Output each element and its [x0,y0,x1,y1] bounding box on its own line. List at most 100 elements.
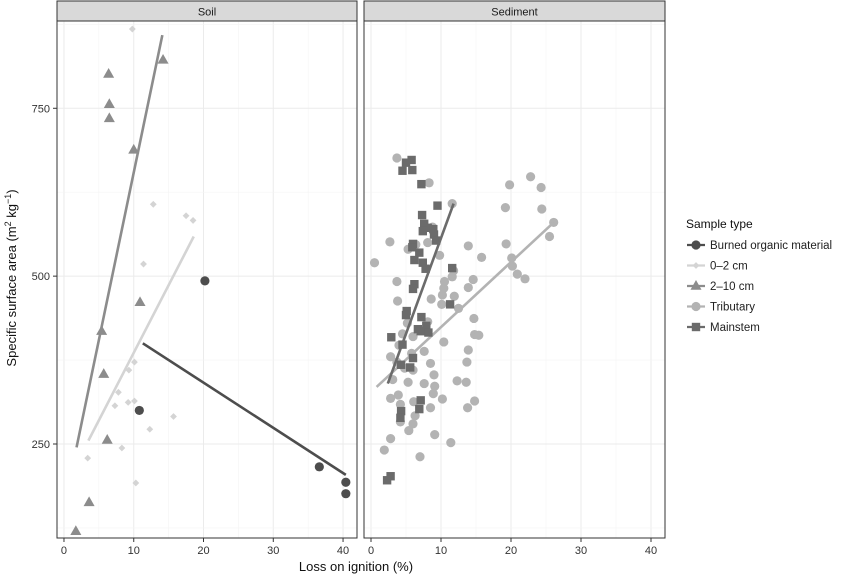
legend-item-burned: Burned organic material [687,240,832,252]
data-point-tributary [501,239,511,249]
data-point-tributary [512,269,522,279]
data-point-mainstem [396,360,406,369]
data-point-tributary [437,290,447,300]
data-point-tributary [453,303,464,313]
data-point-tributary [461,377,471,387]
data-point-cm210 [83,496,95,507]
data-point-tributary [447,199,457,209]
legend: Sample type Burned organic material 0–2 c… [686,217,832,334]
data-point-cm02 [131,358,138,366]
data-point-tributary [430,430,440,440]
data-point-mainstem [421,264,430,273]
data-point-mainstem [415,404,424,414]
data-point-cm02 [84,454,92,462]
data-point-tributary [470,396,480,406]
data-point-mainstem [408,165,417,175]
data-point-tributary [477,252,487,262]
data-point-mainstem [445,300,455,309]
data-point-tributary [393,390,403,400]
data-point-burned [341,489,351,499]
data-point-mainstem [415,248,424,257]
legend-key-cm210 [690,280,702,290]
data-point-cm02 [128,25,136,33]
data-point-cm02 [149,200,157,208]
x-tick-label: 30 [575,545,587,557]
panel-title-soil: Soil [198,7,216,19]
x-tick-label: 20 [197,545,209,557]
data-point-tributary [393,296,403,306]
data-point-tributary [392,276,402,287]
data-point-tributary [409,397,419,407]
data-point-tributary [415,452,425,462]
data-point-cm02 [131,397,138,405]
data-point-mainstem [448,263,457,273]
series-burned-soil [134,276,351,499]
data-point-tributary [408,419,418,429]
data-point-tributary [410,411,420,421]
legend-label-cm210: 2–10 cm [710,281,754,293]
data-point-tributary [463,403,473,413]
legend-key-mainstem [691,322,701,332]
data-point-tributary [386,352,396,362]
series-cm02-soil [84,25,197,487]
x-tick-label: 40 [645,545,657,557]
data-point-tributary [428,389,438,399]
data-point-tributary [474,330,484,340]
data-point-tributary [423,237,433,248]
data-point-cm02 [146,425,154,433]
data-point-mainstem [416,396,425,405]
legend-label-tributary: Tributary [710,302,755,314]
data-point-tributary [437,394,447,404]
data-point-mainstem [396,406,406,416]
x-tick-label: 30 [267,545,279,557]
data-point-mainstem [420,219,429,228]
legend-label-burned: Burned organic material [710,240,832,252]
data-point-cm210 [157,53,169,64]
data-point-tributary [395,399,405,409]
data-point-mainstem [408,353,418,363]
data-point-tributary [452,376,462,386]
data-point-tributary [435,250,445,260]
data-point-tributary [408,331,418,342]
data-point-cm02 [111,402,119,410]
data-point-tributary [505,180,515,190]
data-point-tributary [463,282,473,293]
data-point-tributary [447,272,457,282]
data-point-mainstem [410,255,419,265]
data-point-tributary [425,403,436,413]
data-point-mainstem [387,333,396,342]
data-point-tributary [446,438,456,448]
data-point-cm210 [98,368,110,378]
data-point-mainstem [417,312,426,322]
panels-layer: Soil Sediment [56,0,666,539]
data-point-mainstem [401,158,411,167]
panel-title-sediment: Sediment [491,7,537,19]
y-tick-label: 250 [32,439,50,451]
data-point-mainstem [418,226,427,236]
y-axis: 250 500 750 [32,103,57,451]
data-point-mainstem [416,327,425,336]
data-point-cm02 [125,366,133,374]
data-point-cm210 [128,143,140,154]
data-point-burned [341,477,351,487]
data-point-tributary [386,434,396,444]
fit-line-cm210 [75,34,164,448]
legend-label-mainstem: Mainstem [710,322,760,334]
data-point-burned [200,276,210,286]
legend-key-tributary [691,301,701,312]
data-point-mainstem [408,284,418,294]
data-point-mainstem [429,224,438,234]
data-point-tributary [426,294,436,304]
data-point-tributary [429,370,439,380]
data-point-tributary [463,345,473,355]
data-point-mainstem [417,210,427,220]
data-point-cm02 [114,388,122,396]
data-point-tributary [469,313,479,324]
y-axis-title: Specific surface area (m2 kg−1) [3,189,19,366]
legend-item-cm02: 0–2 cm [687,261,748,273]
data-point-cm210 [103,112,115,123]
data-point-burned [314,462,324,472]
x-axis-title: Loss on ignition (%) [299,559,413,574]
panel-soil: Soil [56,0,358,539]
